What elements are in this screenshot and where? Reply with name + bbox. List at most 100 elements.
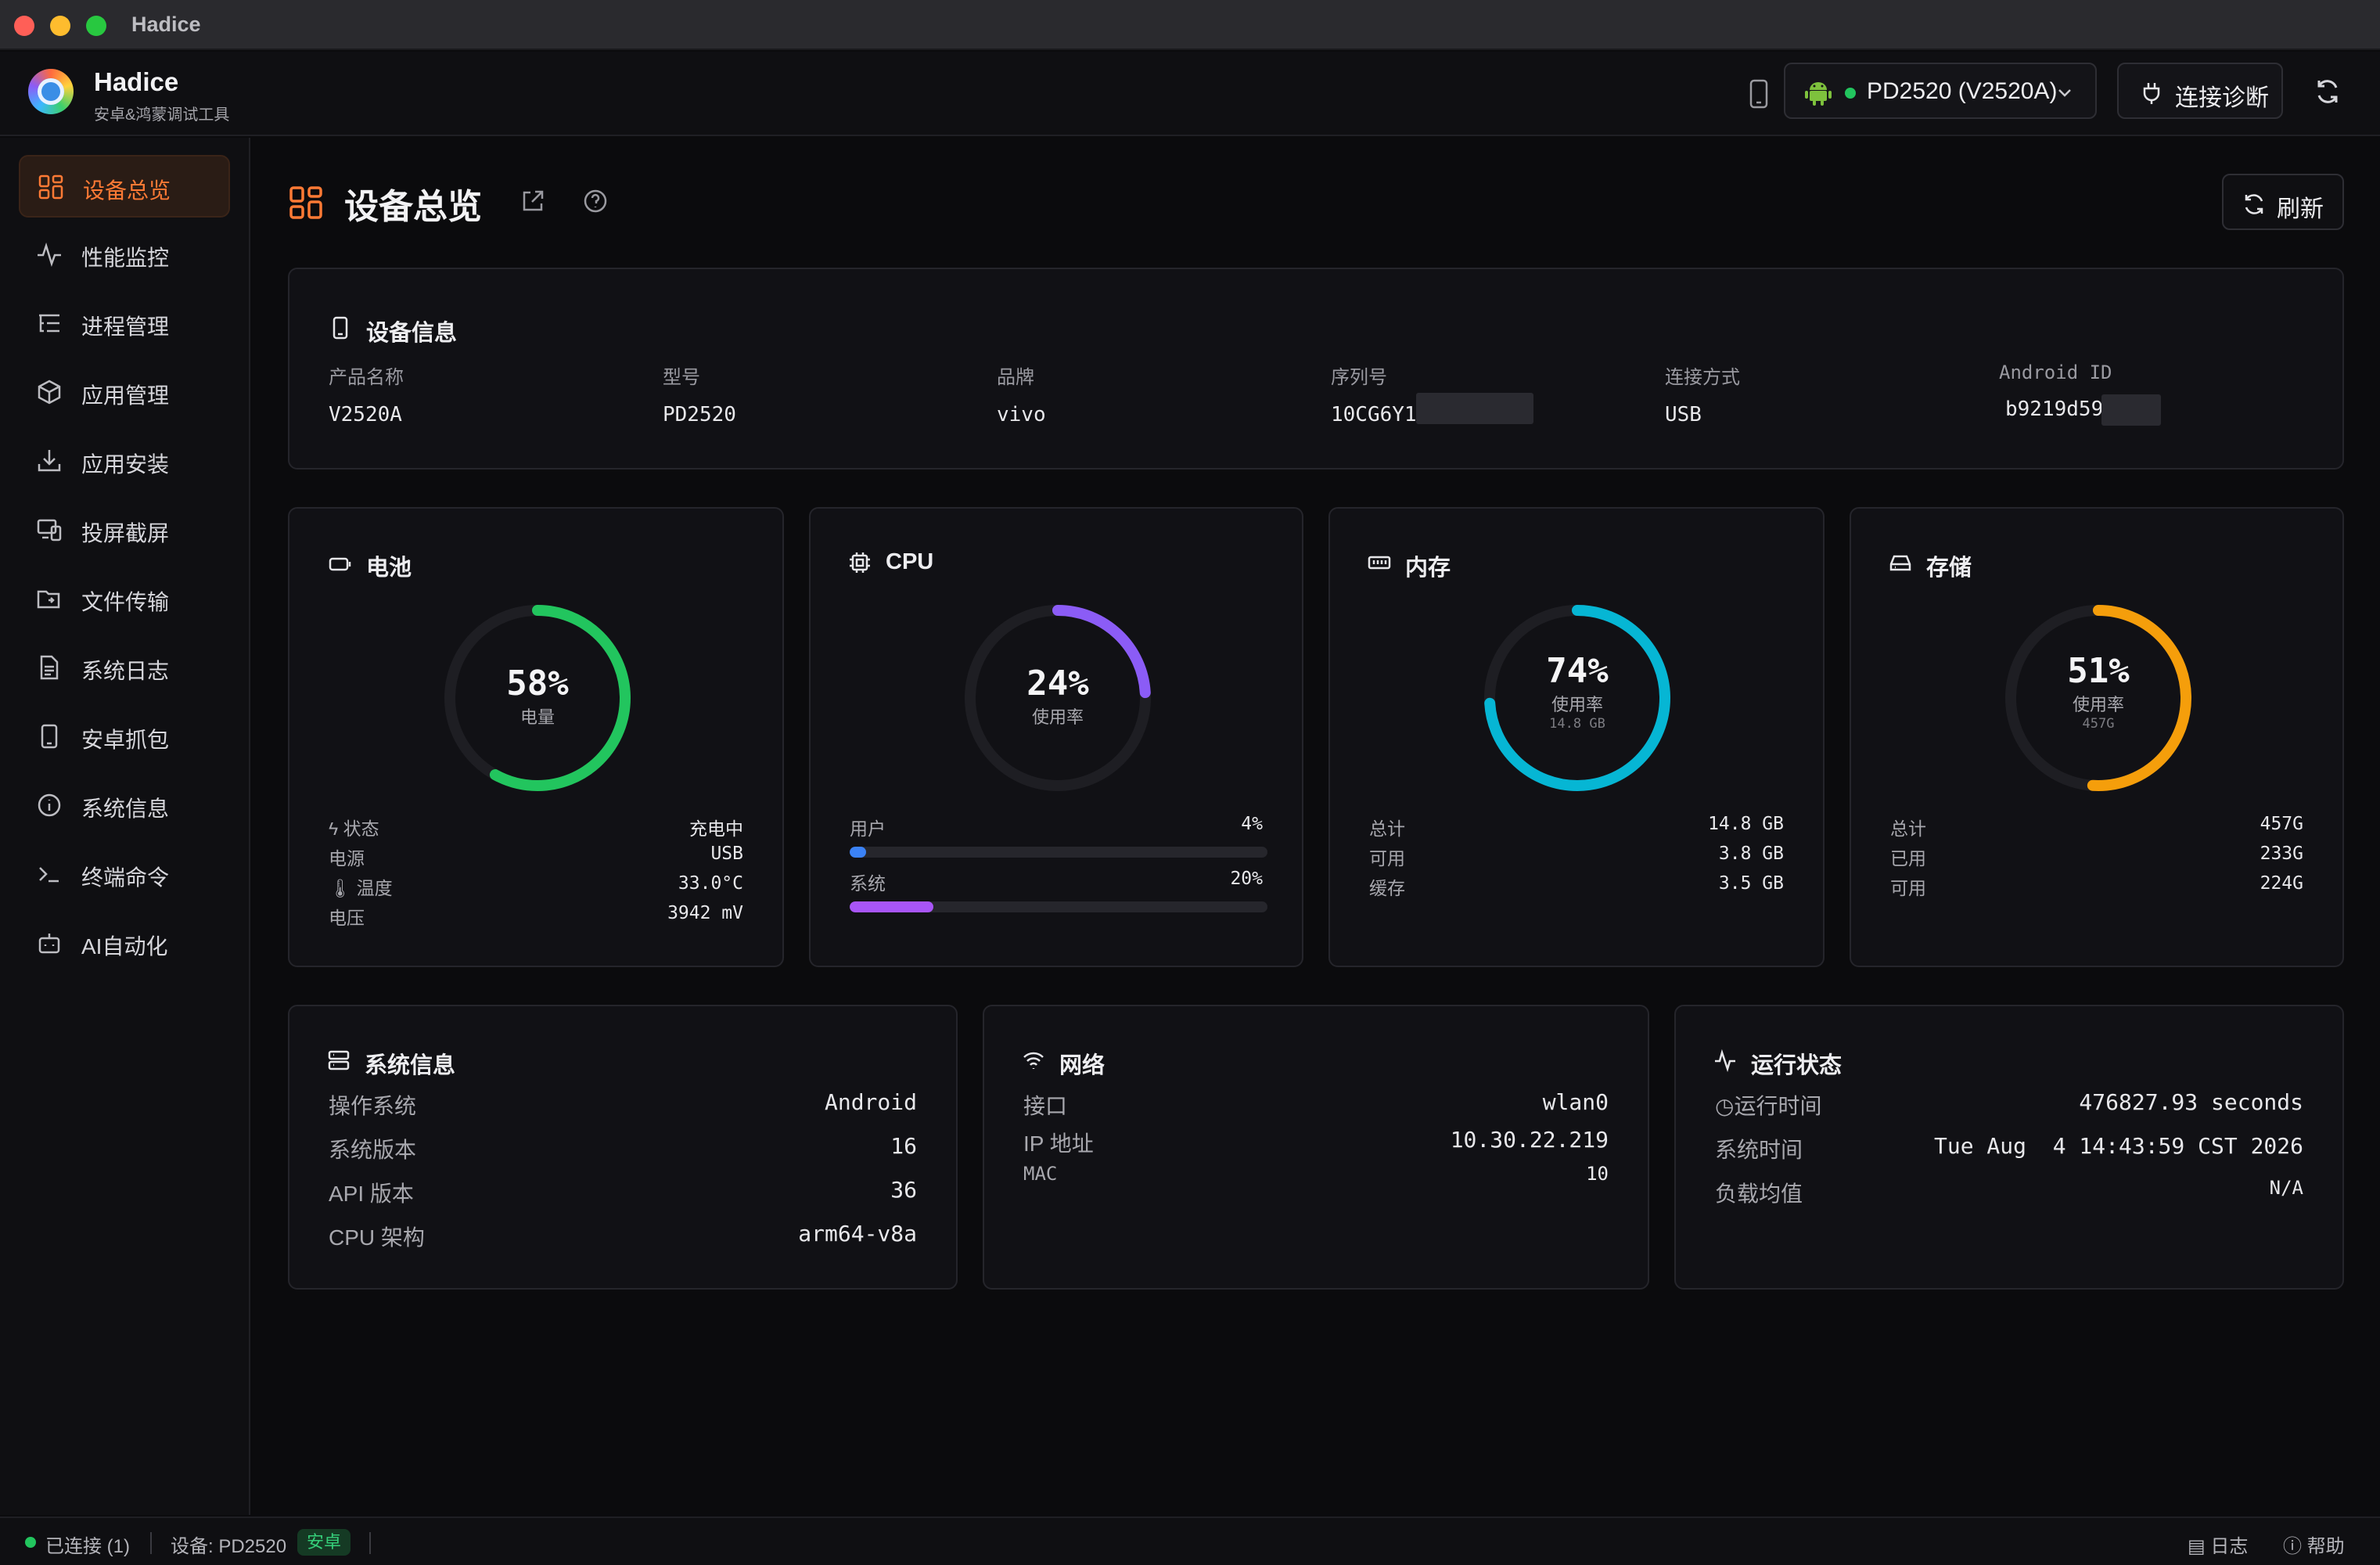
info-field-value: PD2520 xyxy=(663,403,736,426)
sidebar-item-terminal[interactable]: 终端命令 xyxy=(19,844,230,906)
log-link[interactable]: ▤ 日志 xyxy=(2188,1531,2248,1558)
sidebar-item-apps[interactable]: 应用管理 xyxy=(19,362,230,424)
info-field-key: 连接方式 xyxy=(1665,366,1740,388)
network-row-interface: 接口 wlan0 xyxy=(1023,1089,1609,1127)
row-value: 33.0°C xyxy=(678,873,743,894)
info-field-product-name: 产品名称 V2520A xyxy=(329,362,404,426)
row-key: 可用 xyxy=(1890,878,1926,898)
sidebar-item-label: 终端命令 xyxy=(81,865,170,890)
minimize-window-button[interactable] xyxy=(50,16,70,36)
cpu-gauge: 24% 使用率 xyxy=(956,596,1159,800)
info-field-value: vivo xyxy=(997,403,1046,426)
row-value: USB xyxy=(710,844,743,864)
sidebar-item-label: 应用安装 xyxy=(81,452,170,477)
sidebar-item-ai-automation[interactable]: AI自动化 xyxy=(19,912,230,975)
sidebar-item-system-info[interactable]: 系统信息 xyxy=(19,775,230,837)
phone-icon[interactable] xyxy=(1748,78,1770,110)
memory-row-total: 总计 14.8 GB xyxy=(1369,814,1784,840)
network-row-mac: MAC 10 xyxy=(1023,1163,1609,1200)
row-key: 缓存 xyxy=(1369,878,1405,898)
status-device: 设备: PD2520 xyxy=(171,1536,287,1557)
list-tree-icon xyxy=(39,314,59,333)
storage-card: 存储 51% 使用率 457G 总计 457G 已用 233G 可用 224G xyxy=(1850,507,2344,967)
sidebar-item-label: 性能监控 xyxy=(81,246,170,270)
device-info-card: 设备信息 产品名称 V2520A 型号 PD2520 品牌 vivo 序列号 1… xyxy=(288,268,2344,470)
activity-icon xyxy=(38,242,61,267)
sidebar-item-device-overview[interactable]: 设备总览 xyxy=(19,155,230,218)
runtime-title: 运行状态 xyxy=(1751,1053,1843,1078)
runtime-row-system-time: 系统时间 Tue Aug 4 14:43:59 CST 2026 xyxy=(1715,1133,2303,1171)
row-key: API 版本 xyxy=(329,1182,414,1206)
row-value: Android xyxy=(824,1089,917,1115)
device-name: PD2520 (V2520A) xyxy=(1867,78,2058,104)
info-field-key: 型号 xyxy=(663,366,700,388)
grid-icon xyxy=(289,186,322,219)
terminal-icon xyxy=(39,867,59,883)
redaction-block xyxy=(2101,394,2161,426)
package-icon xyxy=(38,380,61,405)
battery-card: 电池 58% 电量 ϟ 状态 充电中 电源 USB 🌡︎ 温度 33.0°C 电… xyxy=(288,507,784,967)
info-field-value: USB xyxy=(1665,403,1702,426)
thermometer-icon: 🌡︎ xyxy=(329,878,357,898)
sidebar-item-label: 设备总览 xyxy=(83,178,171,203)
cpu-icon xyxy=(850,552,870,573)
memory-title: 内存 xyxy=(1405,556,1451,581)
charging-icon: ϟ xyxy=(329,818,343,839)
storage-row-used: 已用 233G xyxy=(1890,844,2303,870)
row-key: 状态 xyxy=(343,818,379,839)
info-icon xyxy=(38,793,61,817)
connection-diagnose-label: 连接诊断 xyxy=(2175,85,2269,111)
status-bar: 已连接 (1) 设备: PD2520 安卓 ▤ 日志 ⓘ 帮助 xyxy=(0,1516,2380,1565)
refresh-button[interactable]: 刷新 xyxy=(2222,174,2344,230)
bar-fill xyxy=(850,847,867,858)
runtime-card: 运行状态 ◷运行时间 476827.93 seconds 系统时间 Tue Au… xyxy=(1674,1005,2344,1290)
external-link-icon[interactable] xyxy=(520,188,546,214)
sidebar-item-performance[interactable]: 性能监控 xyxy=(19,224,230,286)
row-key: 用户 xyxy=(850,818,886,839)
sidebar-item-label: 系统日志 xyxy=(81,659,170,683)
help-link[interactable]: ⓘ 帮助 xyxy=(2283,1531,2345,1558)
row-value: 36 xyxy=(890,1177,917,1203)
battery-percent: 58% xyxy=(506,664,569,703)
row-value: 10 xyxy=(1586,1163,1609,1185)
page-title: 设备总览 xyxy=(344,188,482,226)
storage-row-free: 可用 224G xyxy=(1890,873,2303,900)
screen-cast-icon xyxy=(37,519,62,541)
info-field-key: Android ID xyxy=(1999,362,2112,383)
phone-icon xyxy=(333,316,348,340)
platform-badge: 安卓 xyxy=(297,1529,351,1556)
info-field-key: 品牌 xyxy=(997,366,1034,388)
cpu-system-row: 系统 20% xyxy=(850,869,1263,895)
sidebar-item-packet-capture[interactable]: 安卓抓包 xyxy=(19,706,230,768)
log-icon: ▤ xyxy=(2188,1536,2211,1557)
zoom-window-button[interactable] xyxy=(86,16,106,36)
row-value: 充电中 xyxy=(689,818,743,839)
connection-diagnose-button[interactable]: 连接诊断 xyxy=(2117,63,2283,119)
row-value: 457G xyxy=(2260,814,2303,834)
storage-row-total: 总计 457G xyxy=(1890,814,2303,840)
memory-total-small: 14.8 GB xyxy=(1549,716,1605,732)
row-key: 总计 xyxy=(1890,818,1926,839)
row-value: 476827.93 seconds xyxy=(2079,1089,2303,1115)
sidebar-item-install[interactable]: 应用安装 xyxy=(19,430,230,493)
storage-gauge-arc xyxy=(2005,605,2191,791)
close-window-button[interactable] xyxy=(14,16,34,36)
memory-row-available: 可用 3.8 GB xyxy=(1369,844,1784,870)
sysinfo-row-os: 操作系统 Android xyxy=(329,1089,917,1127)
sidebar-item-label: 投屏截屏 xyxy=(81,521,170,545)
row-value: 4% xyxy=(1241,814,1263,834)
device-selector[interactable]: PD2520 (V2520A) xyxy=(1784,63,2097,119)
storage-gauge-label: 使用率 xyxy=(2072,695,2124,714)
memory-icon xyxy=(1368,556,1391,570)
sidebar-item-screencast[interactable]: 投屏截屏 xyxy=(19,499,230,562)
help-icon[interactable] xyxy=(582,188,609,214)
sidebar-item-file-transfer[interactable]: 文件传输 xyxy=(19,568,230,631)
row-key: 可用 xyxy=(1369,848,1405,869)
wifi-icon xyxy=(1023,1052,1044,1069)
storage-total-small: 457G xyxy=(2082,716,2115,732)
connection-count: 已连接 (1) xyxy=(45,1536,130,1557)
activity-icon xyxy=(1715,1049,1735,1072)
sidebar-item-process[interactable]: 进程管理 xyxy=(19,293,230,355)
sidebar-item-logs[interactable]: 系统日志 xyxy=(19,637,230,700)
sync-icon[interactable] xyxy=(2313,77,2342,106)
